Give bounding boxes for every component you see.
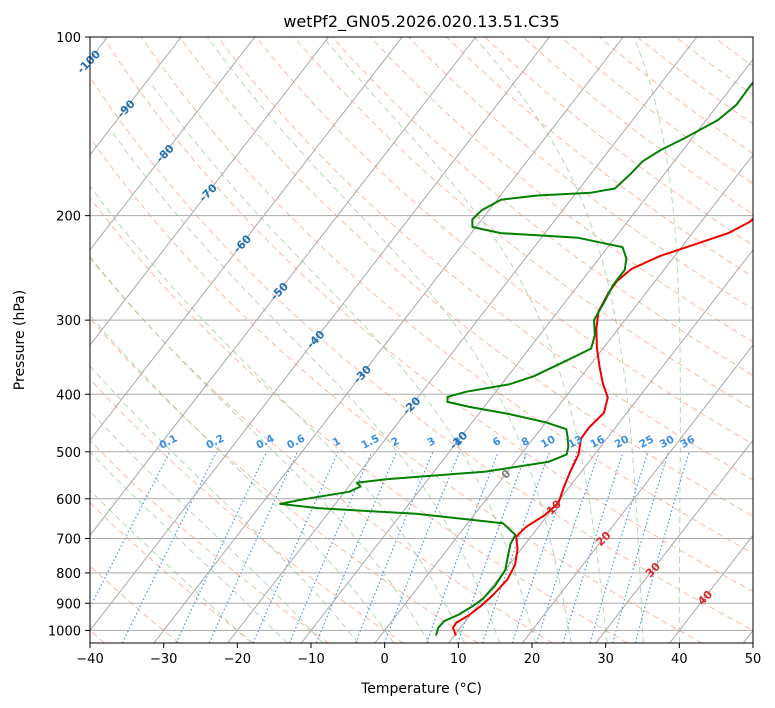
isotherm-line — [227, 37, 698, 643]
y-tick-label: 400 — [56, 388, 81, 403]
y-tick-label: 900 — [56, 597, 81, 612]
x-tick-label: 20 — [524, 652, 541, 667]
mixing-ratio-line — [288, 451, 373, 643]
dry-adiabat-line — [90, 317, 479, 643]
isotherm-line — [448, 249, 753, 643]
dry-adiabat-line — [90, 565, 180, 643]
mixing-ratio-line — [589, 451, 649, 643]
dry-adiabat-line — [90, 439, 329, 643]
moist-adiabat-line — [150, 83, 537, 643]
isotherm-line — [300, 58, 753, 643]
mixing-ratio-line — [536, 451, 600, 643]
isotherm-line — [374, 153, 753, 643]
mixing-ratio-line — [315, 451, 398, 643]
mixing-ratio-line — [355, 451, 434, 643]
x-axis-ticks: −40 −30 −20 −10 0 10 20 30 40 50 — [76, 643, 761, 667]
y-axis-ticks: 100 200 300 400 500 600 700 800 900 1000 — [48, 31, 90, 639]
moist-adiabat-line — [90, 451, 288, 643]
chart-title: wetPf2_GN05.2026.020.13.51.C35 — [283, 12, 559, 32]
dry-adiabat-line — [90, 197, 628, 643]
y-tick-label: 100 — [56, 31, 81, 46]
mixing-ratio-line — [457, 451, 528, 643]
moist-adiabat-line — [90, 489, 252, 643]
moist-adiabat-line — [90, 365, 359, 643]
dry-adiabat-line — [90, 257, 553, 643]
plot-area — [90, 37, 753, 643]
dry-adiabat-line — [408, 37, 753, 310]
moist-adiabat-line — [206, 37, 572, 643]
dry-adiabat-line — [179, 37, 753, 517]
mixing-ratio-line — [426, 451, 499, 643]
x-tick-label: 10 — [450, 652, 467, 667]
moist-adiabat-line — [90, 314, 395, 643]
y-tick-label: 500 — [56, 446, 81, 461]
y-axis-label: Pressure (hPa) — [12, 290, 28, 390]
plot-frame — [89, 36, 754, 644]
y-tick-label: 600 — [56, 493, 81, 508]
dry-adiabat-line — [90, 76, 753, 631]
dry-adiabat-line — [331, 37, 753, 377]
sounding-series — [279, 80, 753, 636]
dewpoint-profile-line — [279, 80, 753, 636]
y-tick-label: 300 — [56, 314, 81, 329]
moist-adiabat-line — [90, 185, 466, 643]
isotherm-line — [595, 439, 753, 643]
mixing-ratio-line — [252, 451, 339, 643]
isotherm-grid — [90, 37, 753, 643]
mixing-ratio-line — [612, 451, 670, 643]
isotherm-line — [669, 534, 753, 643]
mixing-ratio-line — [511, 451, 578, 643]
isotherm-line — [90, 37, 182, 156]
x-tick-label: 50 — [745, 652, 762, 667]
isotherm-line — [90, 37, 403, 441]
y-tick-label: 700 — [56, 533, 81, 548]
temperature-profile-line — [452, 217, 753, 636]
mixing-ratio-line — [562, 451, 624, 643]
isotherm-line — [90, 37, 329, 346]
x-axis-label: Temperature (°C) — [360, 681, 482, 697]
isotherm-line — [521, 344, 753, 643]
moist-adiabat-line — [90, 255, 430, 643]
x-tick-label: −20 — [224, 652, 251, 667]
moist-adiabat-line — [474, 37, 644, 643]
isobar-grid — [90, 37, 753, 631]
x-tick-label: 40 — [671, 652, 688, 667]
dry-adiabat-line — [217, 37, 753, 481]
x-tick-label: 30 — [597, 652, 614, 667]
x-tick-label: −10 — [297, 652, 324, 667]
dry-adiabat-line — [102, 37, 753, 593]
dry-adiabat-line — [90, 136, 703, 643]
x-tick-label: −40 — [76, 652, 103, 667]
x-tick-label: 0 — [381, 652, 389, 667]
y-tick-label: 1000 — [48, 624, 81, 639]
isotherm-line — [90, 37, 550, 632]
mixing-ratio-line — [481, 451, 551, 643]
y-tick-label: 800 — [56, 567, 81, 582]
y-tick-label: 200 — [56, 210, 81, 225]
moist-adiabat-line — [633, 37, 681, 643]
isotherm-line — [90, 37, 477, 537]
isotherm-line — [90, 37, 256, 251]
isotherm-line — [153, 37, 624, 643]
x-tick-label: −30 — [150, 652, 177, 667]
moist-adiabat-line — [322, 37, 608, 643]
dry-adiabat-line — [369, 37, 753, 343]
mixing-ratio-lines — [90, 451, 690, 643]
